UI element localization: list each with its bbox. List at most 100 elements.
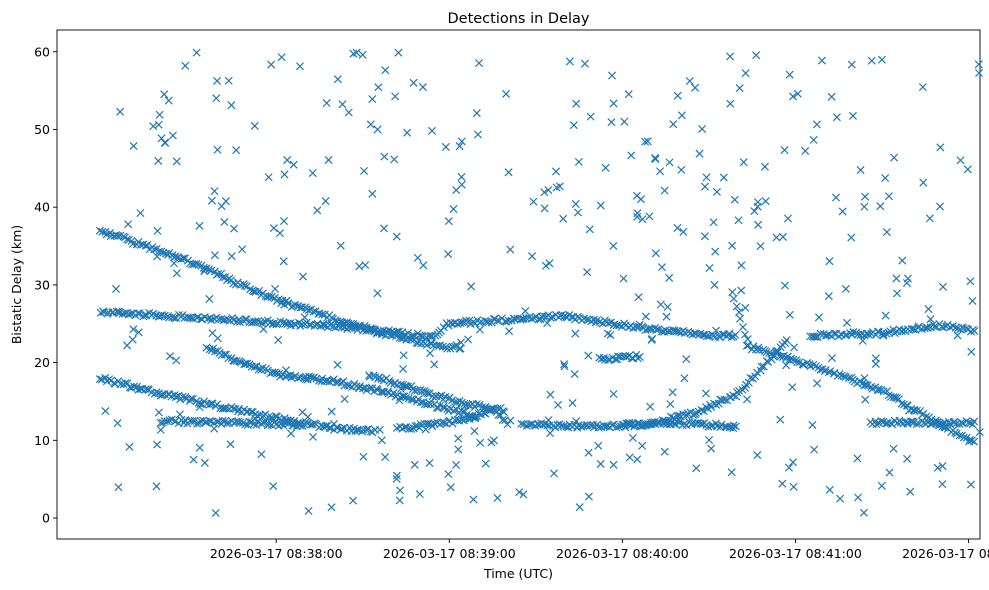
detection-point — [271, 284, 280, 293]
detection-point — [788, 92, 798, 101]
detection-point — [853, 454, 862, 463]
detection-point — [903, 454, 912, 463]
detection-point — [719, 173, 728, 182]
detection-point — [734, 216, 743, 225]
detection-point — [318, 310, 327, 319]
detection-point — [404, 394, 413, 403]
y-tick-label-3: 30 — [34, 277, 50, 292]
detection-point — [975, 428, 984, 437]
detection-point — [291, 300, 300, 309]
detection-point — [153, 226, 162, 235]
detection-point — [236, 418, 245, 427]
detection-point — [444, 470, 453, 479]
x-tick-label-1: 2026-03-17 08:39:00 — [383, 546, 516, 561]
detection-point — [268, 414, 277, 423]
detection-point — [319, 319, 328, 329]
detection-point — [349, 496, 358, 505]
detection-point — [321, 197, 330, 206]
detection-point — [475, 325, 484, 334]
detection-point — [890, 153, 899, 162]
detection-point — [265, 292, 274, 301]
detection-point — [527, 314, 536, 323]
detection-point — [783, 214, 792, 223]
detection-point — [195, 443, 204, 452]
detection-point — [782, 361, 791, 370]
detection-point — [251, 414, 260, 423]
detection-point — [912, 419, 921, 428]
detection-point — [492, 316, 501, 325]
detection-point — [882, 228, 891, 237]
detection-point — [925, 214, 934, 223]
detection-point — [390, 329, 399, 338]
detection-point — [327, 407, 336, 416]
detection-point — [238, 418, 248, 427]
detection-point — [685, 76, 694, 86]
detection-point — [790, 343, 799, 352]
detection-point — [728, 288, 737, 297]
detection-point — [286, 429, 296, 438]
detection-point — [163, 417, 172, 426]
detection-point — [765, 348, 774, 357]
detection-point — [218, 273, 227, 282]
detection-point — [627, 151, 636, 160]
detection-point — [825, 485, 834, 494]
detection-point — [196, 416, 205, 425]
detection-point — [464, 335, 473, 344]
detection-point — [666, 412, 675, 421]
detection-point — [885, 468, 894, 477]
detection-point — [783, 352, 792, 361]
detection-point — [444, 250, 453, 259]
detection-point — [604, 319, 613, 328]
detection-point — [568, 398, 577, 408]
detection-point — [740, 330, 749, 339]
detection-point — [149, 122, 158, 131]
detection-point — [793, 89, 802, 98]
detection-point — [470, 427, 479, 436]
detection-point — [160, 90, 169, 99]
y-axis-label: Bistatic Delay (km) — [9, 225, 24, 344]
detection-point — [785, 310, 794, 319]
detection-point — [728, 241, 737, 250]
detection-point — [627, 354, 636, 363]
detection-point — [848, 330, 857, 339]
detection-point — [154, 156, 163, 165]
detection-point — [133, 309, 142, 318]
detection-point — [267, 60, 276, 69]
detection-point — [362, 425, 371, 434]
detection-point — [152, 388, 161, 397]
detection-point — [663, 302, 672, 311]
detection-point — [737, 261, 746, 270]
detection-point — [700, 232, 709, 241]
detection-point — [453, 319, 462, 329]
detection-point — [154, 408, 163, 417]
detection-point — [110, 231, 119, 240]
detection-point — [677, 165, 686, 174]
detection-point — [746, 373, 755, 382]
detection-point — [580, 59, 589, 68]
detection-point — [898, 256, 907, 265]
detection-point — [440, 404, 449, 413]
detection-point — [826, 367, 835, 376]
x-axis-label: Time (UTC) — [483, 566, 553, 581]
detection-point — [683, 409, 692, 418]
detection-point — [575, 503, 584, 512]
detection-point — [426, 349, 435, 358]
detection-point — [861, 395, 870, 404]
detection-point — [281, 366, 290, 375]
detection-point — [472, 109, 481, 118]
detection-point — [171, 252, 180, 261]
detection-point — [224, 354, 233, 363]
detection-point — [647, 335, 656, 344]
detection-point — [897, 399, 906, 408]
detection-point — [540, 204, 549, 213]
detection-point — [519, 490, 528, 499]
detection-point — [543, 319, 552, 328]
detection-point — [849, 328, 858, 337]
detection-point — [230, 224, 239, 233]
detection-point — [738, 323, 747, 332]
detection-point — [936, 202, 945, 211]
detection-point — [227, 252, 236, 261]
y-tick-label-5: 50 — [34, 122, 50, 137]
detection-point — [918, 83, 927, 92]
detection-point — [884, 192, 893, 201]
